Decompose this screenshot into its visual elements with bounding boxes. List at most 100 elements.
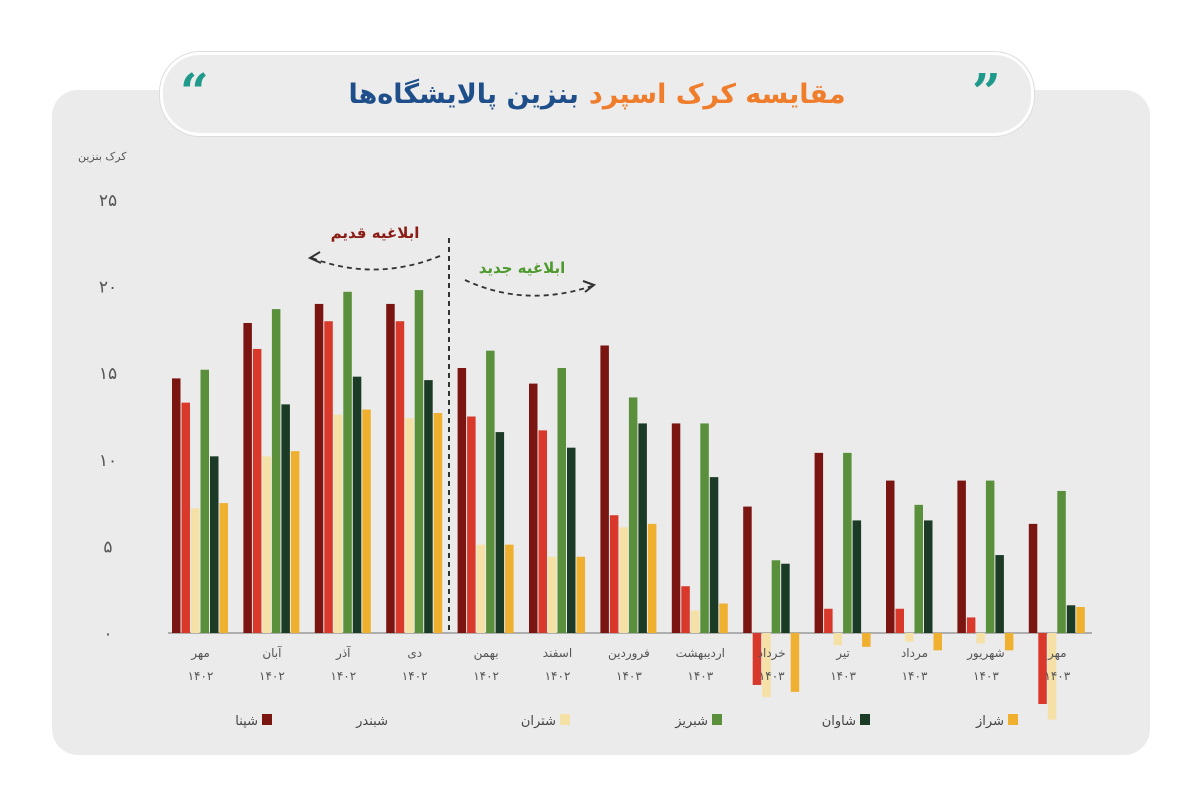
x-tick-year: ۱۴۰۳ <box>616 669 642 683</box>
bar-2 <box>681 586 690 633</box>
bar-6 <box>576 556 585 633</box>
bar-1 <box>314 303 324 633</box>
bar-5 <box>638 423 647 633</box>
bar-5 <box>352 376 362 633</box>
x-tick-year: ۱۴۰۳ <box>687 669 713 683</box>
bar-1 <box>814 452 824 633</box>
bar-3 <box>333 414 343 633</box>
y-tick-label: ۲۵ <box>99 191 117 211</box>
bar-5 <box>852 520 862 633</box>
bar-5 <box>781 563 790 633</box>
bar-1 <box>529 383 538 633</box>
bar-6 <box>933 633 942 651</box>
x-tick-label: اسفند <box>543 646 572 660</box>
bar-1 <box>957 480 966 633</box>
bar-4 <box>771 560 781 633</box>
y-tick-label: ۱۵ <box>99 364 117 384</box>
title-part1: مقایسه کرک اسپرد <box>588 78 846 110</box>
x-tick-label: آبان <box>262 645 282 660</box>
bar-3 <box>191 508 200 633</box>
bar-4 <box>343 291 352 633</box>
annotation-old: ابلاغیه قدیم <box>331 224 420 242</box>
bar-6 <box>647 523 657 633</box>
bar-6 <box>1076 607 1085 633</box>
title-part2: بنزین پالایشگاه‌ها <box>348 78 579 110</box>
bar-6 <box>362 409 371 633</box>
title-pill: مقایسه کرک اسپرد بنزین پالایشگاه‌ها <box>160 52 1034 136</box>
bar-4 <box>271 309 281 633</box>
y-axis-label: کرک بنزین <box>78 150 127 163</box>
bar-4 <box>628 397 638 633</box>
legend-swatch <box>860 714 870 725</box>
x-tick-label: مرداد <box>901 646 928 661</box>
x-tick-label: شهریور <box>966 646 1005 661</box>
bar-5 <box>924 520 933 633</box>
x-tick-year: ۱۴۰۳ <box>1044 669 1070 683</box>
legend-swatch <box>262 714 272 725</box>
bar-6 <box>1004 633 1014 651</box>
bar-1 <box>172 378 181 633</box>
bar-4 <box>557 368 566 633</box>
bar-2 <box>467 416 476 633</box>
bar-1 <box>886 480 895 633</box>
bar-6 <box>719 603 728 633</box>
bar-5 <box>424 380 433 633</box>
bar-2 <box>966 617 976 633</box>
x-tick-year: ۱۴۰۲ <box>545 669 571 683</box>
x-tick-year: ۱۴۰۲ <box>473 669 499 683</box>
bar-3 <box>905 633 914 642</box>
bar-2 <box>181 402 190 633</box>
bar-3 <box>405 418 414 633</box>
bar-4 <box>985 480 995 633</box>
bar-5 <box>995 555 1004 633</box>
bar-4 <box>200 369 209 633</box>
bar-3 <box>619 527 628 633</box>
x-tick-year: ۱۴۰۲ <box>259 669 285 683</box>
x-tick-label: مهر <box>190 646 210 661</box>
y-tick-label: ۲۰ <box>99 278 117 298</box>
legend-swatch <box>712 714 722 725</box>
bar-5 <box>709 477 719 633</box>
x-tick-year: ۱۴۰۲ <box>188 669 214 683</box>
x-tick-label: مهر <box>1047 646 1067 661</box>
x-tick-label: اردیبهشت <box>676 646 725 661</box>
bar-3 <box>1047 633 1057 720</box>
x-tick-year: ۱۴۰۳ <box>973 669 999 683</box>
annotation-new: ابلاغیه جدید <box>479 259 566 277</box>
bar-6 <box>505 544 514 633</box>
bar-6 <box>790 633 800 692</box>
y-tick-label: ۱۰ <box>99 451 117 471</box>
quote-close-icon: ” <box>972 62 1001 121</box>
legend-swatch <box>1008 714 1018 725</box>
bar-2 <box>324 321 333 633</box>
bar-2 <box>1038 633 1047 705</box>
bar-5 <box>567 447 576 633</box>
bar-4 <box>1057 490 1066 633</box>
bar-1 <box>457 368 467 633</box>
bar-1 <box>671 423 681 633</box>
bar-2 <box>395 321 405 633</box>
bar-4 <box>843 452 852 633</box>
bar-2 <box>895 608 904 633</box>
legend-label: شراز <box>975 714 1004 729</box>
y-tick-label: ۰ <box>103 624 112 644</box>
x-tick-year: ۱۴۰۲ <box>402 669 428 683</box>
bar-1 <box>1028 523 1038 633</box>
bar-3 <box>548 556 557 633</box>
bar-3 <box>476 544 486 633</box>
x-tick-label: تیر <box>835 646 850 661</box>
arrow-right-icon <box>464 279 593 297</box>
legend-label: شاوان <box>822 714 856 729</box>
bar-3 <box>262 456 271 633</box>
bar-4 <box>700 423 709 633</box>
bar-2 <box>252 348 262 633</box>
x-tick-year: ۱۴۰۳ <box>830 669 856 683</box>
bar-1 <box>600 345 609 633</box>
x-tick-label: فروردین <box>608 646 650 661</box>
arrowhead-right-icon <box>582 280 597 293</box>
x-tick-label: خرداد <box>758 646 786 661</box>
bar-1 <box>743 506 752 633</box>
x-tick-label: بهمن <box>474 646 499 661</box>
bar-6 <box>862 633 871 647</box>
bar-3 <box>833 633 843 646</box>
